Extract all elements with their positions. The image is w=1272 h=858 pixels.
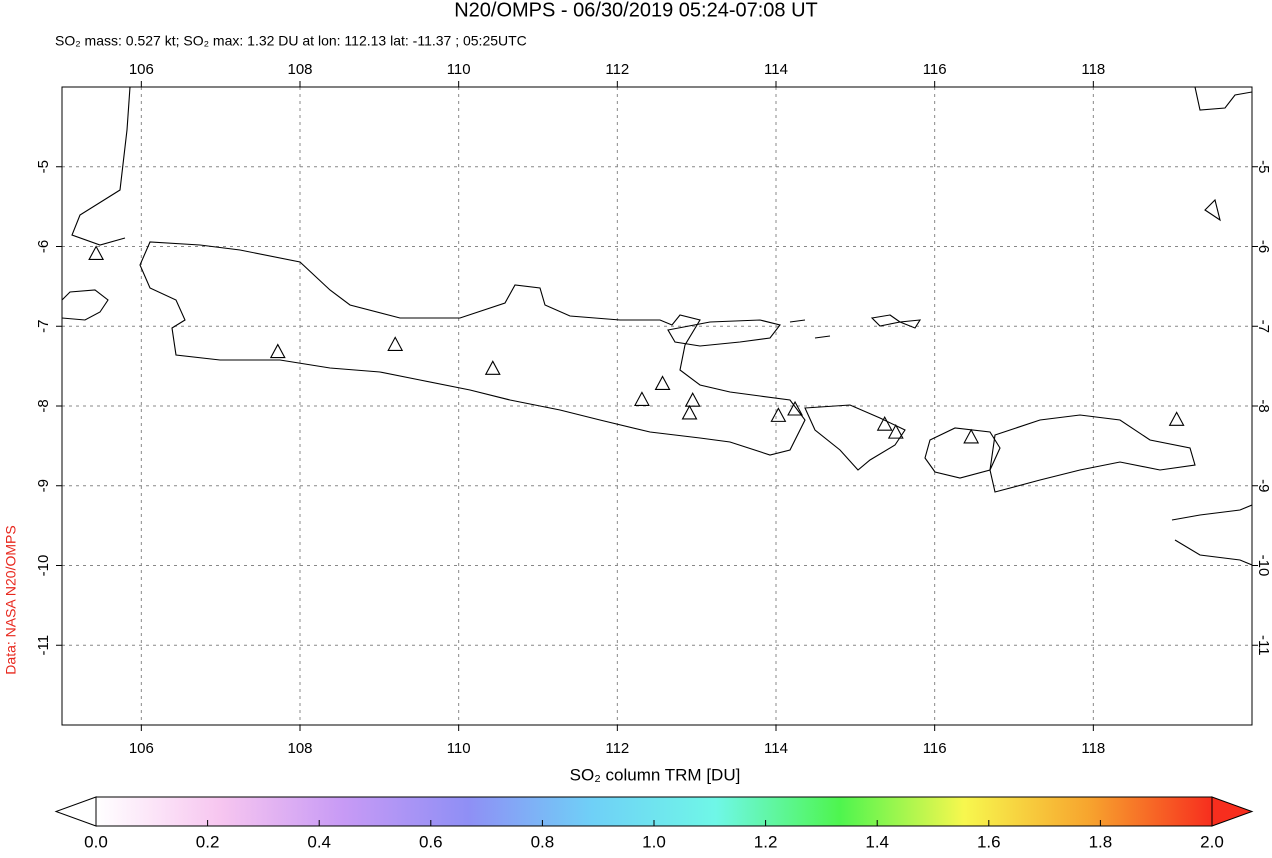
volcano-marker <box>770 407 787 422</box>
y-tick-label: -6 <box>35 240 52 253</box>
volcano-marker <box>654 375 671 391</box>
volcano-marker <box>684 392 701 407</box>
coast-madura <box>667 319 781 347</box>
x-tick-label: 108 <box>287 61 312 78</box>
volcano-marker <box>1168 411 1185 426</box>
volcano-marker <box>269 343 286 359</box>
coast-sumbawa <box>989 414 1196 493</box>
chart-title: N20/OMPS - 06/30/2019 05:24-07:08 UT <box>454 0 818 21</box>
colorbar-tick-label: 1.0 <box>642 832 666 851</box>
colorbar-tick-label: 0.4 <box>307 832 331 851</box>
x-tick-label: 106 <box>129 740 154 757</box>
x-tick-label: 110 <box>447 61 471 78</box>
y-tick-label: -5 <box>1255 160 1272 173</box>
colorbar-tick-label: 2.0 <box>1200 832 1224 851</box>
x-tick-label: 108 <box>287 740 312 757</box>
x-tick-label: 110 <box>447 740 471 757</box>
y-tick-label: -9 <box>1255 479 1272 492</box>
y-tick-label: -7 <box>35 320 52 333</box>
coast-java <box>139 241 806 456</box>
volcano-layer <box>88 245 1185 444</box>
coast-flores <box>1171 504 1252 566</box>
y-tick-label: -9 <box>35 479 52 492</box>
x-tick-label: 118 <box>1081 740 1105 757</box>
credit: Data: NASA N20/OMPS <box>3 525 19 674</box>
x-tick-label: 116 <box>923 740 947 757</box>
coast-bali <box>804 404 906 471</box>
volcano-marker <box>88 245 105 261</box>
volcano-marker <box>887 423 904 439</box>
x-tick-label: 118 <box>1081 61 1105 78</box>
subtitle: SO₂ mass: 0.527 kt; SO₂ max: 1.32 DU at … <box>55 33 527 49</box>
volcano-marker <box>484 360 501 375</box>
volcano-marker <box>634 391 650 406</box>
colorbar-over <box>1211 796 1254 827</box>
x-tick-label: 116 <box>923 61 947 78</box>
colorbar-under <box>54 796 97 827</box>
y-tick-label: -8 <box>1255 399 1272 412</box>
y-tick-label: -6 <box>1255 240 1272 253</box>
volcano-marker <box>681 404 698 420</box>
colorbar-tick-label: 1.2 <box>754 832 778 851</box>
x-tick-label: 106 <box>129 61 154 78</box>
y-tick-label: -11 <box>35 635 52 656</box>
axes: 106 106 108 108 110 110 112 112 114 114 116 116 118 1… <box>35 61 1272 757</box>
volcano-marker <box>963 428 980 444</box>
coast-kalimantan <box>1194 87 1252 111</box>
colorbar-tick-label: 1.6 <box>977 832 1001 851</box>
x-tick-label: 112 <box>605 740 629 757</box>
y-tick-label: -8 <box>35 399 52 412</box>
y-tick-label: -7 <box>1255 320 1272 333</box>
y-tick-label: -10 <box>1255 555 1272 577</box>
x-tick-label: 114 <box>764 740 788 757</box>
x-tick-label: 112 <box>605 61 629 78</box>
volcano-marker <box>876 415 893 431</box>
coastlines <box>62 87 1252 566</box>
colorbar-tick-label: 0.8 <box>531 832 555 851</box>
colorbar-label: SO₂ column TRM [DU] <box>570 765 741 784</box>
colorbar-tick-label: 1.4 <box>865 832 889 851</box>
colorbar: 0.0 0.2 0.4 0.6 0.8 1.0 1.2 1.4 1.6 1.8 2.0 <box>54 796 1254 851</box>
y-tick-label: -5 <box>35 160 52 173</box>
coast-sumatra <box>62 87 131 321</box>
coast-lombok <box>924 427 1001 479</box>
y-tick-label: -10 <box>35 555 52 577</box>
volcano-marker <box>387 336 404 351</box>
volcano-marker <box>787 400 803 416</box>
colorbar-tick-label: 0.2 <box>196 832 220 851</box>
colorbar-tick-label: 0.0 <box>84 832 108 851</box>
y-tick-label: -11 <box>1255 635 1272 656</box>
colorbar-tick-label: 0.6 <box>419 832 443 851</box>
colorbar-tick-label: 1.8 <box>1089 832 1113 851</box>
x-tick-label: 114 <box>764 61 788 78</box>
grid <box>62 87 1252 725</box>
coast-madura-islets <box>789 198 1221 339</box>
